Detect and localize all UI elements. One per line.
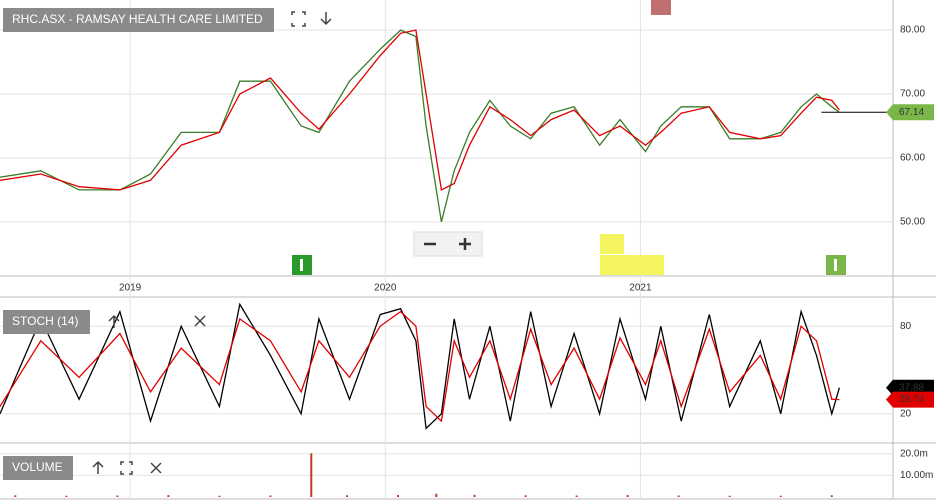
series-line — [0, 302, 841, 430]
x-tick-label: 2021 — [629, 283, 652, 294]
y-tick-label: 70.00 — [900, 89, 925, 100]
move-up-icon[interactable] — [92, 460, 104, 474]
y-tick-label: 50.00 — [900, 217, 925, 228]
series-line — [0, 310, 840, 423]
event-marker[interactable] — [600, 234, 624, 254]
panel-title: VOLUME — [12, 460, 63, 474]
event-marker-glyph — [300, 259, 303, 271]
title-box — [3, 456, 73, 480]
bar — [397, 495, 400, 497]
bar — [167, 495, 170, 497]
y-tick-label: 80.00 — [900, 25, 925, 36]
close-icon[interactable] — [194, 315, 206, 327]
value-tag — [886, 104, 934, 121]
download-icon[interactable] — [320, 12, 332, 26]
bar — [116, 495, 119, 497]
event-marker-glyph — [834, 259, 837, 271]
y-tick-label: 20 — [900, 408, 912, 419]
bar — [626, 495, 629, 497]
bar — [435, 493, 438, 497]
title-box — [3, 310, 90, 334]
close-icon[interactable] — [150, 462, 162, 474]
event-marker[interactable] — [651, 0, 671, 15]
series-line — [0, 29, 840, 191]
bar — [728, 495, 731, 497]
bar — [830, 495, 833, 497]
panel-title: STOCH (14) — [12, 314, 78, 328]
x-tick-label: 2020 — [374, 283, 397, 294]
y-tick-label: 60.00 — [900, 153, 925, 164]
expand-icon[interactable] — [120, 461, 133, 475]
value-tag — [886, 391, 934, 408]
bar — [473, 494, 476, 497]
expand-icon[interactable] — [291, 11, 306, 27]
y-tick-label: 80 — [900, 321, 912, 332]
bar — [677, 495, 680, 497]
y-tick-label: 20.0m — [900, 448, 928, 459]
y-tick-label: 10.00m — [900, 470, 933, 481]
value-tag-label: 67.14 — [899, 107, 924, 118]
zoom-in[interactable] — [459, 238, 471, 250]
bar — [779, 495, 782, 497]
title-box — [3, 8, 274, 32]
move-up-icon[interactable] — [108, 314, 120, 328]
bar — [310, 453, 313, 497]
bar — [524, 495, 527, 497]
chart-title: RHC.ASX - RAMSAY HEALTH CARE LIMITED — [12, 12, 263, 26]
x-tick-label: 2019 — [119, 283, 142, 294]
bar — [269, 495, 272, 497]
bar — [345, 495, 348, 497]
bar — [65, 495, 68, 497]
value-tag-label: 37.88 — [899, 382, 924, 393]
event-marker[interactable] — [600, 255, 664, 275]
bar — [218, 495, 221, 497]
value-tag-label: 29.74 — [899, 394, 924, 405]
bar — [14, 495, 17, 497]
bar — [575, 495, 578, 497]
